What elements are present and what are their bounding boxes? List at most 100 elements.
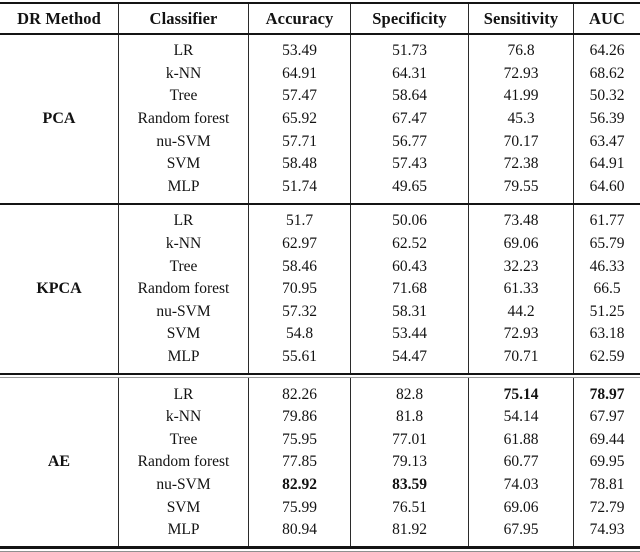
cell-classifier: Tree: [118, 85, 248, 108]
cell-specificity: 58.31: [350, 300, 468, 324]
dr-method-label: PCA: [42, 110, 76, 128]
cell-accuracy: 75.99: [248, 496, 350, 519]
cell-accuracy: 58.46: [248, 255, 350, 278]
cell-accuracy: 55.61: [248, 345, 350, 374]
cell-sensitivity: 72.38: [468, 152, 573, 176]
cell-specificity: 56.77: [350, 130, 468, 153]
cell-auc: 74.93: [573, 518, 640, 547]
cell-specificity: 81.8: [350, 405, 468, 429]
cell-classifier: SVM: [118, 323, 248, 346]
cell-classifier: Random forest: [118, 277, 248, 301]
cell-specificity: 53.44: [350, 323, 468, 346]
col-header-accuracy: Accuracy: [248, 4, 350, 33]
dr-method-label: KPCA: [36, 280, 82, 298]
cell-auc: 72.79: [573, 496, 640, 519]
cell-classifier: k-NN: [118, 232, 248, 256]
col-header-auc: AUC: [573, 4, 640, 33]
col-header-sensitivity: Sensitivity: [468, 4, 573, 33]
cell-classifier: LR: [118, 378, 248, 406]
group-separator-rule: [0, 203, 640, 206]
cell-auc: 78.97: [573, 378, 640, 406]
cell-sensitivity: 61.33: [468, 277, 573, 301]
cell-classifier: Random forest: [118, 451, 248, 474]
cell-sensitivity: 45.3: [468, 107, 573, 131]
cell-auc: 64.60: [573, 175, 640, 204]
cell-accuracy: 82.92: [248, 473, 350, 497]
cell-accuracy: 62.97: [248, 232, 350, 256]
cell-classifier: SVM: [118, 152, 248, 176]
cell-auc: 51.25: [573, 300, 640, 324]
cell-accuracy: 75.95: [248, 428, 350, 452]
cell-specificity: 77.01: [350, 428, 468, 452]
cell-accuracy: 57.71: [248, 130, 350, 153]
cell-specificity: 71.68: [350, 277, 468, 301]
col-header-specificity: Specificity: [350, 4, 468, 33]
cell-specificity: 82.8: [350, 378, 468, 406]
cell-auc: 78.81: [573, 473, 640, 497]
cell-classifier: Tree: [118, 255, 248, 278]
group-kpca: KPCA LR 51.7 50.06 73.48 61.77 k-NN 62.97 62.52 6…: [0, 205, 640, 374]
header-bottom-rule: [0, 33, 640, 35]
cell-sensitivity: 70.71: [468, 345, 573, 374]
cell-sensitivity: 44.2: [468, 300, 573, 324]
cell-sensitivity: 72.93: [468, 323, 573, 346]
cell-auc: 61.77: [573, 205, 640, 233]
cell-auc: 62.59: [573, 345, 640, 374]
cell-sensitivity: 61.88: [468, 428, 573, 452]
cell-classifier: MLP: [118, 175, 248, 204]
cell-accuracy: 80.94: [248, 518, 350, 547]
cell-classifier: MLP: [118, 518, 248, 547]
cell-specificity: 76.51: [350, 496, 468, 519]
cell-specificity: 50.06: [350, 205, 468, 233]
cell-classifier: k-NN: [118, 405, 248, 429]
table-bottom-rule: [0, 546, 640, 552]
cell-accuracy: 82.26: [248, 378, 350, 406]
cell-classifier: MLP: [118, 345, 248, 374]
cell-accuracy: 53.49: [248, 35, 350, 63]
cell-specificity: 60.43: [350, 255, 468, 278]
cell-accuracy: 51.74: [248, 175, 350, 204]
cell-classifier: LR: [118, 35, 248, 63]
cell-auc: 56.39: [573, 107, 640, 131]
cell-specificity: 83.59: [350, 473, 468, 497]
cell-specificity: 62.52: [350, 232, 468, 256]
cell-accuracy: 51.7: [248, 205, 350, 233]
cell-sensitivity: 70.17: [468, 130, 573, 153]
dr-method-label: AE: [47, 453, 71, 471]
group-ae: AE LR 82.26 82.8 75.14 78.97 k-NN 79.86 81.8 54.1…: [0, 378, 640, 547]
cell-specificity: 58.64: [350, 85, 468, 108]
cell-sensitivity: 54.14: [468, 405, 573, 429]
group-pca: PCA LR 53.49 51.73 76.8 64.26 k-NN 64.91 64.31 72…: [0, 35, 640, 204]
cell-sensitivity: 67.95: [468, 518, 573, 547]
cell-auc: 68.62: [573, 62, 640, 86]
header-row: DR Method Classifier Accuracy Specificit…: [0, 4, 640, 33]
col-header-classifier: Classifier: [118, 4, 248, 33]
cell-classifier: nu-SVM: [118, 130, 248, 153]
cell-auc: 63.18: [573, 323, 640, 346]
cell-sensitivity: 41.99: [468, 85, 573, 108]
cell-specificity: 49.65: [350, 175, 468, 204]
group-separator-rule: [0, 373, 640, 379]
cell-auc: 69.95: [573, 451, 640, 474]
cell-sensitivity: 76.8: [468, 35, 573, 63]
cell-accuracy: 57.32: [248, 300, 350, 324]
cell-classifier: k-NN: [118, 62, 248, 86]
cell-accuracy: 57.47: [248, 85, 350, 108]
table-body: PCA LR 53.49 51.73 76.8 64.26 k-NN 64.91 64.31 72…: [0, 35, 640, 547]
cell-sensitivity: 73.48: [468, 205, 573, 233]
cell-auc: 46.33: [573, 255, 640, 278]
cell-accuracy: 58.48: [248, 152, 350, 176]
cell-auc: 66.5: [573, 277, 640, 301]
cell-accuracy: 79.86: [248, 405, 350, 429]
cell-accuracy: 54.8: [248, 323, 350, 346]
cell-accuracy: 65.92: [248, 107, 350, 131]
cell-accuracy: 70.95: [248, 277, 350, 301]
cell-accuracy: 64.91: [248, 62, 350, 86]
cell-sensitivity: 72.93: [468, 62, 573, 86]
cell-auc: 63.47: [573, 130, 640, 153]
cell-auc: 67.97: [573, 405, 640, 429]
cell-sensitivity: 60.77: [468, 451, 573, 474]
cell-classifier: Tree: [118, 428, 248, 452]
table-top-rule: [0, 2, 640, 4]
cell-auc: 50.32: [573, 85, 640, 108]
